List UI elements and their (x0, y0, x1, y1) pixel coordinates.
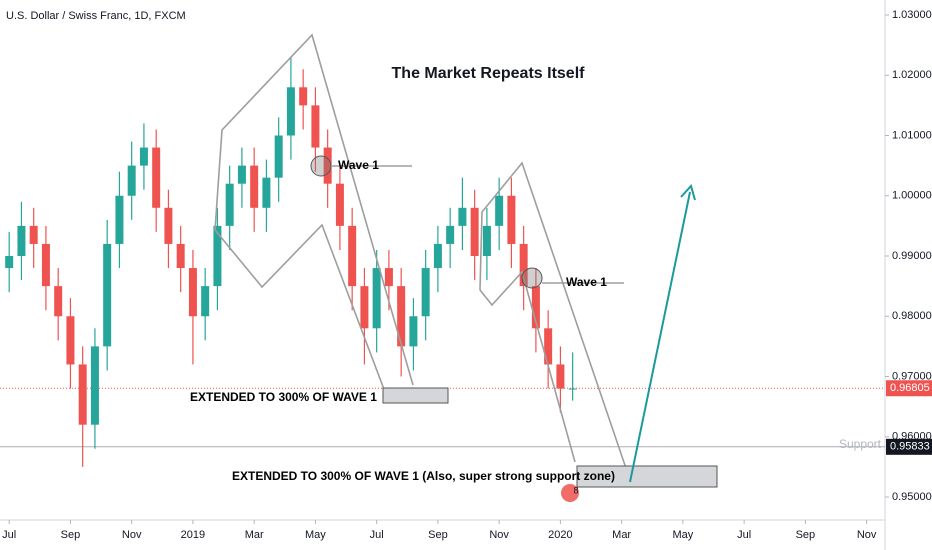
y-tick-label: 1.01000 (892, 129, 932, 141)
forecast-arrow (629, 191, 691, 483)
x-tick-label: Nov (857, 529, 877, 541)
x-tick-label: Mar (245, 529, 264, 541)
candle-body (176, 243, 185, 269)
candle-body (556, 364, 565, 389)
candle-body (188, 268, 197, 317)
candle-body (372, 268, 381, 329)
candle-body (409, 316, 418, 347)
headline: The Market Repeats Itself (392, 65, 586, 82)
candle-body (495, 195, 504, 226)
candle-body (482, 225, 491, 256)
candle-body (164, 207, 173, 244)
candle-body (213, 225, 222, 287)
candle-body (201, 286, 210, 317)
candle-body (531, 286, 540, 329)
candle-body (446, 225, 455, 244)
pattern-line (479, 161, 631, 481)
arrow-head (680, 183, 696, 201)
candle-body (5, 256, 14, 269)
candle-body (127, 165, 136, 196)
candle-body (470, 207, 479, 256)
candle-body (384, 268, 393, 287)
x-tick-label: Sep (428, 529, 448, 541)
candle-body (115, 195, 124, 244)
x-tick-label: Sep (796, 529, 816, 541)
wave-marker (521, 267, 543, 289)
candle-body (29, 225, 38, 244)
target-zone (382, 387, 449, 404)
y-tick-label: 1.03000 (892, 9, 932, 21)
x-tick-label: Sep (61, 529, 81, 541)
candle-body (360, 286, 369, 329)
candle-body (54, 286, 63, 317)
candle-body (323, 147, 332, 184)
x-tick-label: Nov (489, 529, 509, 541)
candle-body (519, 243, 528, 287)
y-tick-label: 1.02000 (892, 69, 932, 81)
x-tick-label: May (305, 529, 326, 541)
candle-body (544, 328, 553, 365)
candle-body (299, 87, 308, 106)
pattern-line (214, 33, 414, 386)
x-tick-label: 2020 (548, 529, 572, 541)
candle-body (397, 286, 406, 347)
y-tick-label: 0.95000 (892, 491, 932, 503)
candle-body (152, 147, 161, 208)
candle-body (335, 183, 344, 226)
zone-label: EXTENDED TO 300% OF WAVE 1 (190, 390, 377, 404)
zone-label: EXTENDED TO 300% OF WAVE 1 (Also, super … (232, 469, 615, 483)
candle-body (78, 364, 87, 425)
x-tick-label: Jul (370, 529, 384, 541)
candle-body (66, 316, 75, 365)
candle-body (41, 243, 50, 287)
badge-count[interactable]: 8 (573, 485, 578, 495)
candle-body (348, 225, 357, 287)
price-label-box (886, 380, 932, 397)
price-label-box (886, 438, 932, 455)
x-tick-label: 2019 (181, 529, 205, 541)
target-zone (576, 465, 718, 488)
candle-body (262, 177, 271, 208)
candle-body (250, 165, 259, 208)
candle-body (286, 87, 295, 136)
wave-label: Wave 1 (338, 158, 379, 172)
x-tick-label: May (672, 529, 693, 541)
candle-body (311, 105, 320, 148)
candle-body (103, 243, 112, 347)
candle-body (237, 165, 246, 184)
x-tick-label: Nov (122, 529, 142, 541)
y-tick-label: 0.98000 (892, 310, 932, 322)
pattern-line (214, 223, 386, 393)
price-label: 0.96805 (890, 382, 930, 394)
candle-body (433, 243, 442, 269)
wave-label: Wave 1 (566, 275, 607, 289)
x-tick-label: Mar (612, 529, 631, 541)
plot (0, 57, 885, 467)
candle-body (225, 183, 234, 226)
candle-body (274, 135, 283, 178)
candle-body (568, 388, 577, 390)
wave-marker (310, 155, 332, 177)
candle-body (90, 346, 99, 425)
y-tick-label: 0.99000 (892, 250, 932, 262)
pattern-line (479, 270, 576, 463)
candle-body (17, 225, 26, 256)
candle-body (139, 147, 148, 166)
event-badge[interactable] (561, 484, 579, 502)
candle-body (458, 207, 467, 226)
x-tick-label: Jul (2, 529, 16, 541)
drawings (214, 33, 718, 488)
chart-title: U.S. Dollar / Swiss Franc, 1D, FXCM (6, 10, 186, 22)
x-tick-label: Jul (737, 529, 751, 541)
price-line-name: Support (839, 437, 882, 451)
price-label: 0.95833 (890, 441, 930, 453)
y-tick-label: 1.00000 (892, 190, 932, 202)
candle-body (421, 268, 430, 317)
candle-body (507, 195, 516, 244)
y-tick-label: 0.97000 (892, 370, 932, 382)
